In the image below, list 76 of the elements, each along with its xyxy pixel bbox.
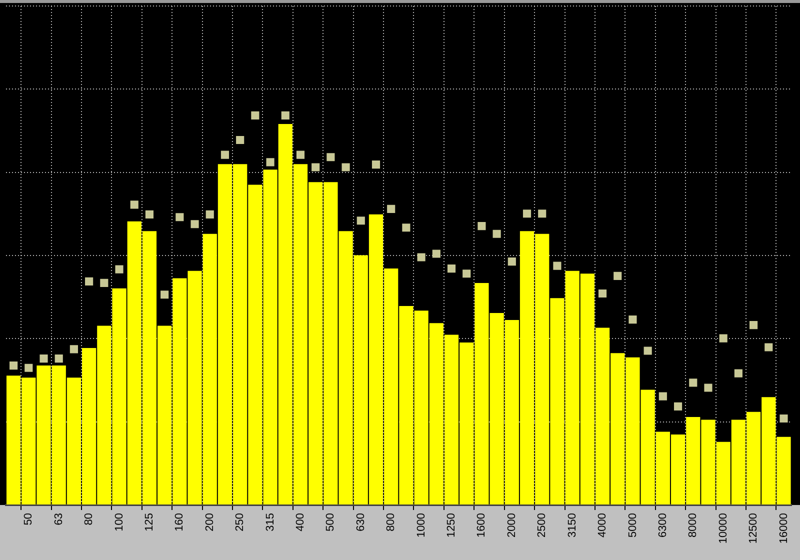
point: [628, 316, 637, 324]
x-tick-label: 1000: [415, 513, 428, 538]
x-tick-label: 5000: [626, 513, 639, 538]
x-tick-label: 80: [83, 513, 96, 526]
point: [553, 262, 562, 270]
point: [704, 384, 712, 392]
point: [236, 136, 244, 144]
point: [266, 158, 274, 166]
x-tick-label: 500: [324, 513, 337, 532]
point: [674, 402, 682, 410]
point: [54, 354, 63, 363]
x-tick-label: 1250: [446, 513, 458, 538]
x-tick-label: 100: [113, 513, 126, 532]
x-tick-label: 250: [234, 513, 246, 532]
point: [764, 343, 773, 352]
x-tick-label: 3150: [566, 513, 578, 538]
x-tick-label: 2000: [506, 513, 518, 538]
x-tick-label: 315: [264, 513, 276, 532]
point: [432, 250, 440, 258]
point: [614, 272, 622, 280]
point: [538, 210, 546, 218]
x-tick-label: 63: [52, 513, 65, 526]
point: [372, 160, 380, 169]
x-tick-label: 8000: [687, 513, 700, 538]
point: [190, 220, 199, 228]
point: [281, 111, 290, 120]
x-tick-label: 12500: [748, 513, 760, 544]
point: [719, 334, 728, 342]
point: [522, 210, 532, 218]
x-tick-label: 1600: [476, 513, 488, 538]
point: [387, 204, 396, 213]
x-tick-label: 160: [174, 513, 186, 532]
x-tick-label: 200: [204, 513, 216, 532]
x-tick-label: 6300: [656, 513, 669, 538]
point: [780, 414, 788, 423]
point: [312, 163, 320, 172]
x-tick-label: 125: [144, 513, 156, 532]
point: [70, 345, 78, 354]
point: [160, 290, 169, 299]
point: [251, 111, 260, 120]
point: [734, 369, 742, 378]
x-tick-label: 630: [354, 513, 367, 532]
point: [478, 222, 486, 230]
x-tick-label: 800: [385, 513, 398, 532]
point: [356, 216, 365, 225]
point: [492, 230, 501, 238]
point: [750, 321, 758, 330]
point: [644, 346, 652, 355]
point: [100, 278, 108, 287]
point: [176, 213, 184, 222]
point: [130, 200, 138, 209]
point: [508, 258, 516, 266]
point: [417, 253, 426, 262]
x-tick-label: 16000: [778, 513, 790, 544]
point: [402, 224, 410, 232]
point: [296, 150, 305, 159]
point: [24, 364, 33, 372]
point: [447, 264, 456, 273]
x-tick-label: 4000: [596, 513, 609, 538]
point: [342, 163, 350, 172]
point: [85, 277, 94, 286]
point: [462, 270, 471, 278]
point: [598, 289, 607, 298]
point: [658, 392, 667, 400]
x-tick-label: 400: [294, 513, 307, 532]
point: [115, 265, 124, 274]
x-tick-label: 50: [22, 513, 35, 526]
point: [206, 210, 214, 218]
point: [145, 210, 154, 218]
x-tick-label: 10000: [717, 513, 730, 544]
point: [326, 153, 335, 162]
point: [10, 362, 18, 370]
point: [689, 378, 698, 387]
point: [220, 150, 230, 159]
point: [40, 354, 48, 363]
x-tick-label: 2500: [536, 513, 548, 538]
